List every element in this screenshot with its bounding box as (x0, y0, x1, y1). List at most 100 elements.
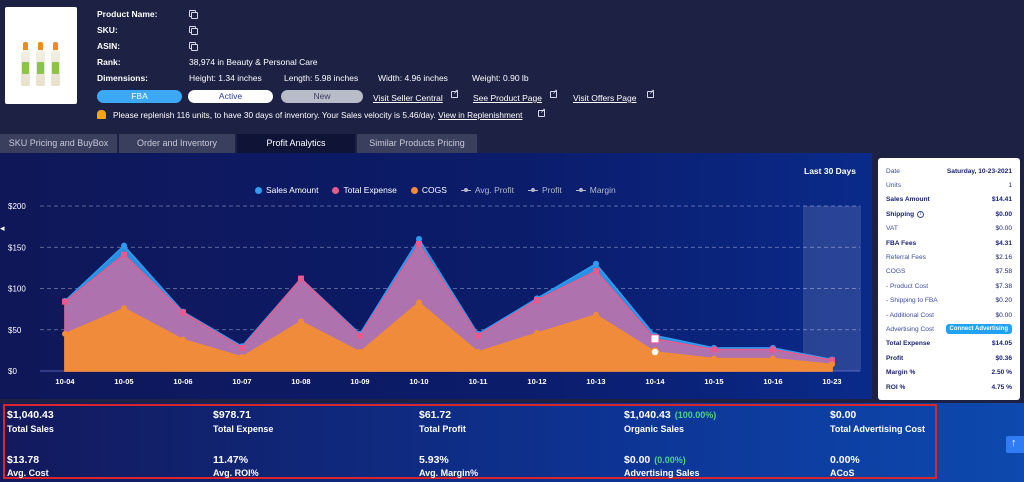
detail-key: Advertising Cost (886, 325, 935, 333)
active-badge: Active (188, 90, 273, 103)
metric-label: Total Sales (7, 424, 54, 434)
product-image (5, 7, 77, 104)
info-icon[interactable]: i (917, 210, 925, 218)
sku-label: SKU: (97, 25, 118, 35)
copy-icon[interactable] (189, 10, 198, 19)
bottle-graphic (21, 42, 30, 86)
detail-value: $7.58 (995, 268, 1012, 276)
legend-dot (410, 186, 418, 194)
legend-cogs[interactable]: COGS (410, 185, 447, 195)
external-link-icon[interactable] (647, 88, 655, 98)
detail-key: - Additional Cost (886, 311, 935, 319)
detail-row: - Shipping to FBA $0.20 (886, 296, 1012, 306)
detail-key: COGS (886, 268, 906, 276)
legend-margin[interactable]: Margin (575, 185, 616, 195)
metric-label: Avg. ROI% (213, 468, 259, 478)
detail-row: Date Saturday, 10-23-2021 (886, 166, 1012, 176)
legend-dot (332, 186, 340, 194)
detail-row: Sales Amount $14.41 (886, 195, 1012, 205)
x-tick-label: 10-04 (55, 377, 75, 386)
legend-label: Total Expense (343, 185, 397, 195)
tab-order-inventory[interactable]: Order and Inventory (119, 134, 235, 153)
bottle-graphic (36, 42, 45, 86)
legend-label: COGS (421, 185, 447, 195)
metric-label: Total Profit (419, 424, 466, 434)
detail-value: $0.00 (995, 210, 1012, 218)
detail-row: VAT $0.00 (886, 224, 1012, 234)
x-tick-label: 10-11 (469, 377, 488, 386)
copy-icon[interactable] (189, 26, 198, 35)
detail-value: 2.50 % (991, 369, 1012, 377)
external-link-icon[interactable] (538, 107, 546, 117)
data-point (239, 344, 245, 351)
data-point (475, 349, 481, 356)
replenishment-link[interactable]: View in Replenishment (438, 110, 523, 120)
detail-row: Shipping i $0.00 (886, 209, 1012, 219)
legend-line-icon (460, 187, 471, 194)
data-point (534, 330, 540, 337)
tab-bar: SKU Pricing and BuyBox Order and Invento… (0, 134, 1024, 153)
x-tick-label: 10-15 (704, 377, 723, 386)
detail-value: $0.00 (995, 225, 1012, 233)
replenish-text: Please replenish 116 units, to have 30 d… (113, 110, 436, 120)
hover-band (803, 206, 861, 371)
detail-value: $0.20 (995, 297, 1012, 305)
metric-value: $61.72 (419, 409, 451, 421)
metric-amount: $0.00 (624, 454, 651, 466)
metric-value: $978.71 (213, 409, 251, 421)
external-link-icon[interactable] (550, 88, 558, 98)
legend-total-expense[interactable]: Total Expense (332, 185, 397, 195)
metric-label: Total Expense (213, 424, 274, 434)
metric-value: $0.00 (830, 409, 856, 421)
scroll-top-button[interactable] (1006, 436, 1024, 453)
day-detail-card: Date Saturday, 10-23-2021 Units 1 Sales Amou… (878, 158, 1020, 400)
metric-amount: 11.47% (213, 454, 249, 466)
copy-icon[interactable] (189, 42, 198, 51)
data-point (416, 240, 422, 247)
new-badge: New (281, 90, 363, 103)
bottle-graphic (51, 42, 60, 86)
metric-percent: (0.00%) (654, 455, 686, 465)
detail-key: Profit (886, 354, 904, 362)
data-point (593, 268, 599, 275)
metric-amount: $0.00 (830, 409, 857, 421)
detail-key: Referral Fees (886, 253, 926, 261)
data-point (62, 330, 68, 337)
detail-key: VAT (886, 225, 898, 233)
product-page-link[interactable]: See Product Page (473, 93, 542, 103)
data-point (475, 332, 481, 339)
x-tick-label: 10-10 (409, 377, 428, 386)
data-point (829, 361, 835, 368)
tab-similar-products[interactable]: Similar Products Pricing (357, 134, 477, 153)
area-chart[interactable]: $0 $50 $100 $150 $200 10-04 10-05 10-06 10-07 10-… (0, 153, 872, 399)
tab-profit-analytics[interactable]: Profit Analytics (237, 134, 355, 153)
connect-advertising-button[interactable]: Connect Advertising (945, 324, 1012, 335)
offers-page-link[interactable]: Visit Offers Page (573, 93, 637, 103)
metric-label: ACoS (830, 468, 855, 478)
rank-label: Rank: (97, 57, 121, 67)
detail-key: Margin % (886, 369, 916, 377)
detail-value: 4.75 % (991, 383, 1012, 391)
weight-value: Weight: 0.90 lb (472, 73, 529, 83)
legend-avg-profit[interactable]: Avg. Profit (460, 185, 514, 195)
data-point (534, 297, 540, 304)
external-link-icon[interactable] (451, 88, 459, 98)
x-tick-label: 10-16 (763, 377, 782, 386)
detail-value: $0.00 (995, 311, 1012, 319)
metric-amount: $61.72 (419, 409, 452, 421)
detail-row: Units 1 (886, 180, 1012, 190)
seller-central-link[interactable]: Visit Seller Central (373, 93, 443, 103)
data-point (357, 332, 363, 339)
date-range-label[interactable]: Last 30 Days (804, 166, 856, 176)
legend-profit[interactable]: Profit (527, 185, 562, 195)
tab-sku-pricing[interactable]: SKU Pricing and BuyBox (0, 134, 117, 153)
legend-dot (255, 186, 262, 194)
detail-key: Sales Amount (886, 196, 930, 204)
y-tick-label: $50 (8, 326, 22, 335)
y-tick-label: $200 (8, 202, 26, 211)
legend-sales-amount[interactable]: Sales Amount (255, 185, 318, 195)
detail-key: Shipping (886, 210, 915, 218)
detail-key: FBA Fees (886, 239, 917, 247)
legend-label: Sales Amount (266, 185, 319, 195)
hover-point (650, 347, 660, 357)
